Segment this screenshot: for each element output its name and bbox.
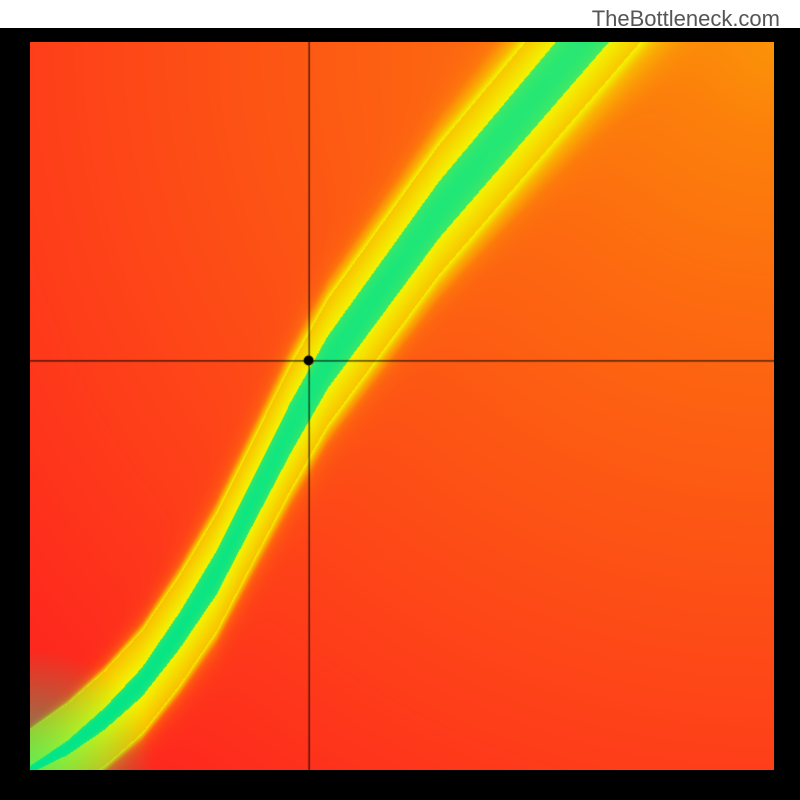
watermark-text: TheBottleneck.com: [592, 6, 780, 32]
bottleneck-heatmap-overlay: [30, 42, 774, 770]
bottleneck-heatmap-frame: [0, 28, 800, 800]
